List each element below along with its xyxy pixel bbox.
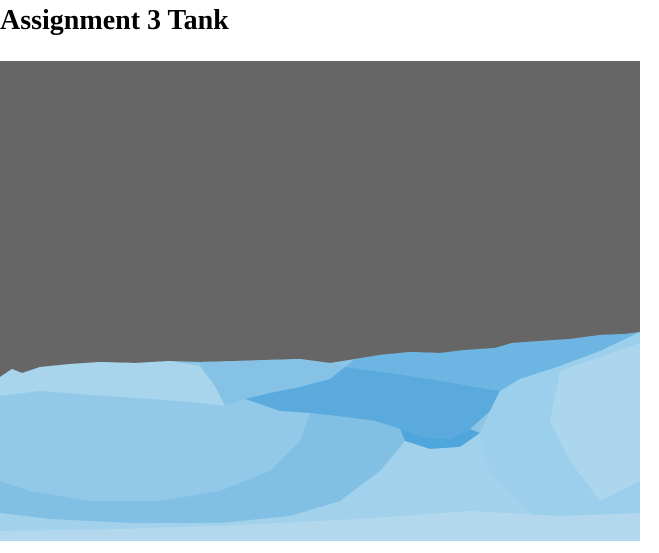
- terrain-foreground-floor: [0, 433, 560, 541]
- terrain-foreground-edge: [0, 511, 640, 541]
- terrain-ridge-left: [0, 361, 225, 406]
- terrain-ridge-center: [200, 359, 345, 406]
- page-title: Assignment 3 Tank: [0, 5, 229, 36]
- terrain-right-highlight: [550, 343, 640, 501]
- terrain-valley-floor: [400, 429, 480, 449]
- terrain-left-foreground: [0, 391, 310, 501]
- terrain-ridge-right: [345, 332, 640, 391]
- terrain-valley: [245, 367, 500, 439]
- terrain-scene: [0, 61, 640, 541]
- game-canvas[interactable]: [0, 61, 640, 541]
- terrain-left-mid: [0, 413, 405, 523]
